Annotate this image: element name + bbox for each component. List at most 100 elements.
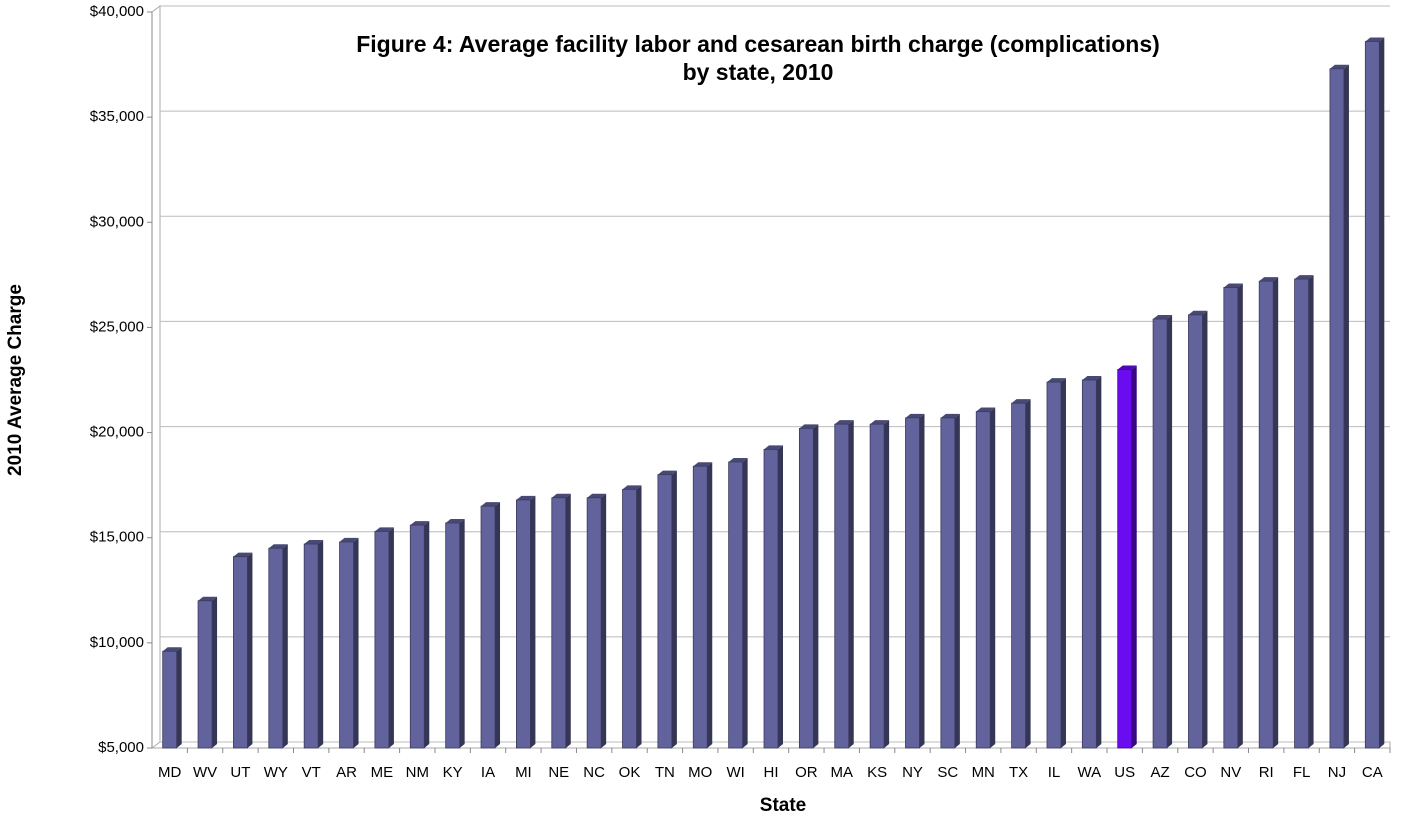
bar-side bbox=[813, 424, 819, 748]
bar bbox=[1188, 314, 1203, 749]
bar-top bbox=[1223, 283, 1243, 288]
y-tick-label: $5,000 bbox=[98, 739, 144, 756]
bar-side bbox=[176, 647, 182, 748]
bar-top bbox=[1046, 378, 1066, 383]
bar-top bbox=[834, 420, 854, 425]
bar-side bbox=[1025, 399, 1031, 748]
x-tick-label: MO bbox=[688, 764, 712, 781]
axis-wall bbox=[151, 5, 161, 749]
bar-top bbox=[481, 502, 501, 507]
bar-side bbox=[1273, 277, 1279, 748]
bar-top bbox=[1365, 37, 1385, 42]
bar-top bbox=[1259, 277, 1279, 282]
bar bbox=[233, 556, 248, 749]
x-tick-label: CA bbox=[1362, 764, 1383, 781]
y-tick-label: $15,000 bbox=[90, 529, 144, 546]
x-tick-label: WI bbox=[726, 764, 744, 781]
x-tick-label: WA bbox=[1078, 764, 1102, 781]
y-tick-label: $25,000 bbox=[90, 318, 144, 335]
bar bbox=[1258, 280, 1274, 749]
bar bbox=[834, 423, 850, 749]
bar-top bbox=[551, 493, 571, 498]
bar-top bbox=[339, 537, 359, 542]
x-tick-label: NM bbox=[406, 764, 429, 781]
y-tick-label: $35,000 bbox=[90, 108, 144, 125]
bar-top bbox=[268, 544, 288, 549]
bar-top bbox=[657, 470, 677, 475]
y-tick-label: $30,000 bbox=[90, 213, 144, 230]
x-tick-label: KS bbox=[867, 764, 887, 781]
bar bbox=[622, 488, 637, 749]
bar bbox=[905, 417, 920, 749]
y-tick-label: $10,000 bbox=[90, 634, 144, 651]
bar bbox=[869, 423, 885, 749]
x-tick-label: VT bbox=[302, 764, 321, 781]
bar-side bbox=[1167, 315, 1173, 748]
x-tick-label: AZ bbox=[1150, 764, 1169, 781]
chart-title: Figure 4: Average facility labor and ces… bbox=[356, 31, 1160, 57]
bar bbox=[975, 411, 991, 749]
bar-top bbox=[233, 552, 253, 557]
bar-side bbox=[424, 521, 430, 748]
bar bbox=[162, 650, 178, 749]
bar bbox=[409, 524, 425, 749]
x-tick-label: FL bbox=[1293, 764, 1311, 781]
bar bbox=[1081, 379, 1097, 749]
bar-top bbox=[162, 647, 182, 652]
bar-side bbox=[919, 413, 925, 748]
bar-top bbox=[728, 458, 748, 463]
bar bbox=[1329, 68, 1345, 749]
bar-side bbox=[353, 537, 359, 748]
x-tick-label: MI bbox=[515, 764, 532, 781]
x-tick-label: WV bbox=[193, 764, 217, 781]
bar bbox=[798, 427, 814, 749]
bar-top bbox=[304, 540, 324, 545]
bar-side bbox=[848, 420, 854, 748]
bar-side bbox=[884, 420, 890, 748]
bar-side bbox=[601, 493, 607, 748]
bar-side bbox=[459, 518, 465, 748]
bar-top bbox=[198, 596, 218, 601]
x-axis-title: State bbox=[760, 795, 806, 816]
bar-side bbox=[1379, 37, 1385, 748]
y-tick-label: $40,000 bbox=[90, 3, 144, 20]
bar-top bbox=[799, 424, 819, 429]
bar-top bbox=[764, 445, 783, 450]
x-tick-label: ME bbox=[371, 764, 394, 781]
bar bbox=[516, 499, 531, 749]
x-tick-label: OR bbox=[795, 764, 818, 781]
bar-top bbox=[410, 521, 430, 526]
x-tick-label: MD bbox=[158, 764, 181, 781]
x-tick-label: NY bbox=[902, 764, 923, 781]
bar-top bbox=[905, 413, 925, 418]
bar-side bbox=[388, 527, 394, 748]
bar-top bbox=[516, 495, 536, 500]
x-tick-label: IL bbox=[1048, 764, 1061, 781]
x-tick-label: SC bbox=[937, 764, 958, 781]
bar-top bbox=[870, 420, 890, 425]
x-tick-label: HI bbox=[764, 764, 779, 781]
bar-side bbox=[282, 544, 288, 748]
bar-top bbox=[940, 413, 960, 418]
x-tick-label: NJ bbox=[1328, 764, 1346, 781]
bar-top bbox=[622, 485, 642, 490]
bar bbox=[268, 547, 284, 749]
bar-top bbox=[587, 493, 607, 498]
bar-top bbox=[1082, 376, 1102, 380]
bar-side bbox=[1060, 378, 1066, 748]
bar-side bbox=[212, 596, 218, 748]
bar-side bbox=[1096, 376, 1102, 748]
bar bbox=[692, 465, 708, 749]
bar-top bbox=[1117, 365, 1137, 370]
x-tick-label: US bbox=[1114, 764, 1135, 781]
x-tick-label: RI bbox=[1259, 764, 1274, 781]
bar bbox=[339, 541, 354, 749]
bar bbox=[480, 505, 496, 749]
bar bbox=[1011, 402, 1026, 749]
x-tick-label: UT bbox=[230, 764, 250, 781]
bar-side bbox=[565, 493, 571, 748]
bar bbox=[1364, 41, 1380, 749]
x-tick-label: CO bbox=[1184, 764, 1207, 781]
y-tick-label: $20,000 bbox=[90, 424, 144, 441]
